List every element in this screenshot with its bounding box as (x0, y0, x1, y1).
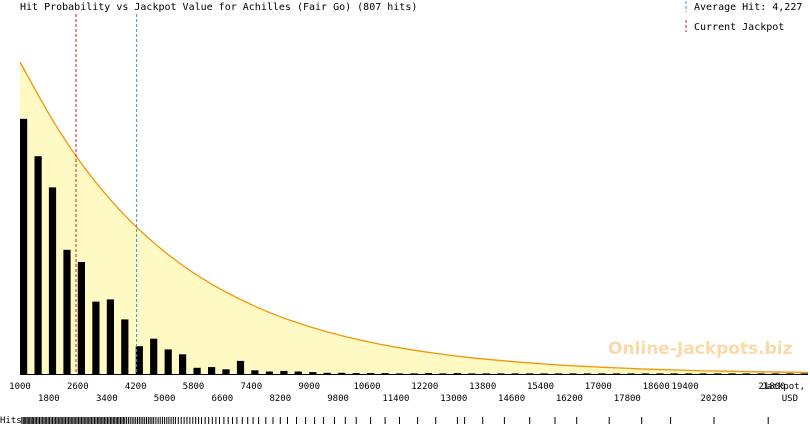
chart-title: Hit Probability vs Jackpot Value for Ach… (20, 2, 417, 13)
bar (265, 371, 273, 374)
bar (612, 373, 620, 375)
bar (786, 373, 794, 375)
x-tick-label: 9000 (298, 382, 320, 392)
bar (135, 346, 143, 374)
x-tick-label: 8200 (269, 394, 291, 404)
legend-average-label: Average Hit: 4,227 (694, 2, 802, 13)
bar (757, 373, 765, 375)
bar (193, 367, 201, 374)
bar (641, 373, 649, 375)
bar (367, 373, 375, 375)
bar (540, 373, 548, 375)
bar (352, 373, 360, 375)
x-tick-label: 5000 (154, 394, 176, 404)
bar (482, 373, 490, 375)
bar (497, 373, 505, 375)
bar (92, 301, 100, 374)
x-tick-label: 4200 (125, 382, 147, 392)
bar (179, 354, 187, 374)
bar (280, 370, 288, 374)
bar (20, 118, 28, 374)
bar (583, 373, 592, 375)
bar (656, 373, 664, 375)
bar (323, 372, 331, 374)
bar (424, 373, 432, 375)
bar (34, 156, 42, 374)
bar (555, 373, 563, 375)
x-axis-ticks: 1000 2600 4200 5800 7400 9000 10600 12200 13800 1… (9, 382, 785, 404)
x-tick-label: 2600 (67, 382, 89, 392)
x-tick-label: 17000 (585, 382, 612, 392)
hits-rug (21, 417, 769, 424)
bar (77, 262, 85, 374)
legend-current-label: Current Jackpot (694, 22, 784, 33)
x-axis-label: Jackpot, (762, 382, 805, 392)
x-tick-label: 12200 (411, 382, 438, 392)
x-tick-label: 16200 (556, 394, 583, 404)
bar (685, 373, 693, 375)
bar (439, 373, 447, 375)
bar (771, 373, 780, 375)
bar (208, 367, 216, 374)
bar (222, 369, 230, 374)
bar (251, 370, 259, 374)
bar (714, 373, 722, 375)
x-tick-label: 19400 (672, 382, 699, 392)
bar (526, 373, 534, 375)
x-tick-label: 7400 (240, 382, 262, 392)
bar (410, 373, 418, 375)
x-tick-label: 13000 (440, 394, 467, 404)
bar (164, 349, 172, 374)
x-tick-label: 15400 (527, 382, 554, 392)
rug-label: Hits (0, 416, 22, 425)
bar (48, 187, 57, 374)
x-tick-label: 6600 (212, 394, 234, 404)
bar (511, 373, 519, 375)
x-tick-label: 11400 (382, 394, 409, 404)
bar (294, 371, 302, 374)
x-tick-label: 3400 (96, 394, 118, 404)
x-tick-label: 21800 (758, 382, 785, 392)
bar (468, 373, 476, 375)
x-tick-label: 13800 (469, 382, 496, 392)
bar (598, 373, 606, 375)
x-tick-label: 20200 (700, 394, 727, 404)
bar (63, 249, 71, 374)
bar (395, 373, 404, 375)
bar (338, 372, 346, 374)
bar (150, 338, 158, 374)
x-tick-label: 17800 (614, 394, 641, 404)
bar (670, 373, 678, 375)
hit-bars (20, 118, 808, 375)
x-tick-label: 14600 (498, 394, 525, 404)
x-tick-label: 1000 (9, 382, 31, 392)
watermark: Online-Jackpots.biz (608, 339, 793, 359)
bar (699, 373, 707, 375)
bar (569, 373, 577, 375)
bar (236, 360, 245, 374)
probability-area (20, 62, 808, 374)
bar (742, 373, 751, 375)
x-tick-label: 5800 (183, 382, 205, 392)
bar (728, 373, 736, 375)
bar (309, 372, 317, 374)
x-axis-unit: USD (782, 394, 798, 404)
bar (381, 373, 389, 375)
bar (121, 319, 129, 374)
bar (627, 373, 635, 375)
bar (800, 373, 808, 375)
x-tick-label: 18600 (643, 382, 670, 392)
bar (106, 299, 114, 374)
legend: Average Hit: 4,227 Current Jackpot (685, 1, 802, 33)
bar (453, 373, 461, 375)
x-tick-label: 9800 (327, 394, 349, 404)
x-tick-label: 1800 (38, 394, 60, 404)
x-tick-label: 10600 (353, 382, 380, 392)
probability-curve (19, 61, 809, 374)
